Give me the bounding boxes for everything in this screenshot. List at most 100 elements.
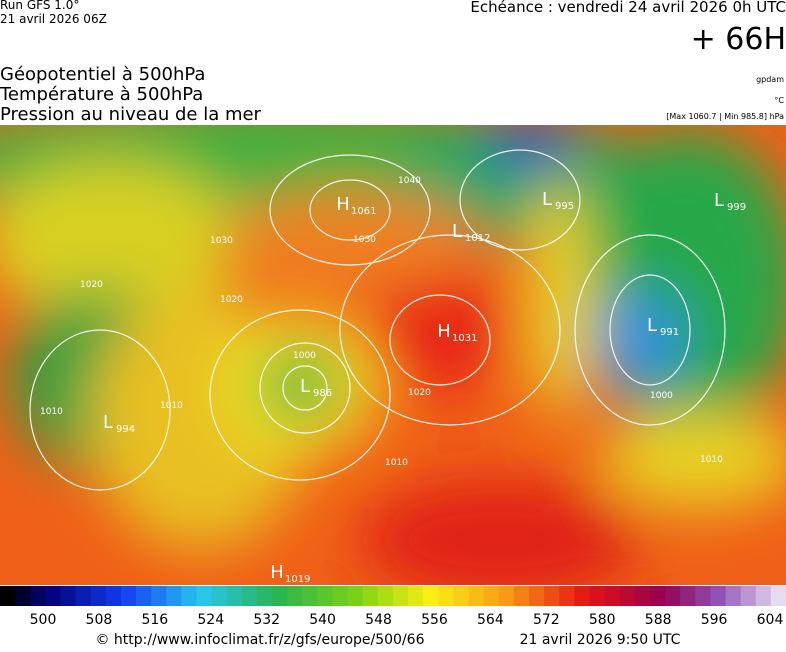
colorbar-swatch — [529, 586, 545, 606]
colorbar-swatch — [45, 586, 61, 606]
field-title: Géopotentiel à 500hPa — [0, 64, 205, 85]
colorbar-swatch — [317, 586, 334, 606]
colorbar-swatch — [196, 586, 213, 606]
colorbar-label: 564 — [477, 612, 504, 628]
isobar-label: 1010 — [385, 458, 408, 468]
center-letter: L — [542, 189, 552, 210]
colorbar-swatch — [574, 586, 590, 606]
colorbar-label: 596 — [701, 612, 728, 628]
colorbar-swatch — [166, 586, 182, 606]
isobar-label: 1030 — [353, 235, 376, 245]
center-letter: L — [714, 190, 724, 211]
isobar-label: 1020 — [220, 295, 243, 305]
colorbar-swatch — [755, 586, 772, 606]
colorbar-swatch — [75, 586, 92, 606]
colorbar-swatch — [120, 586, 137, 606]
colorbar-label: 540 — [309, 612, 336, 628]
map — [0, 125, 786, 585]
colorbar-swatch — [408, 586, 424, 606]
colorbar-swatch — [649, 586, 666, 606]
colorbar-label: 604 — [757, 612, 784, 628]
isobar-label: 1010 — [160, 401, 183, 411]
colorbar-label: 516 — [141, 612, 168, 628]
colorbar-swatch — [453, 586, 470, 606]
colorbar-swatch — [770, 586, 786, 606]
colorbar-swatch — [619, 586, 636, 606]
colorbar-swatch — [393, 586, 409, 606]
center-letter: L — [647, 315, 657, 336]
colorbar-swatch — [634, 586, 651, 606]
isobar-label: 1010 — [40, 407, 63, 417]
center-value: 986 — [313, 388, 332, 399]
colorbar-swatch — [695, 586, 711, 606]
lead-time: + 66H — [691, 22, 786, 57]
colorbar-swatch — [740, 586, 757, 606]
colorbar-swatch — [498, 586, 515, 606]
colorbar-swatch — [544, 586, 560, 606]
colorbar-swatch — [665, 586, 681, 606]
colorbar-swatch — [60, 586, 77, 606]
colorbar-swatch — [151, 586, 167, 606]
center-letter: H — [270, 562, 284, 583]
colorbar-swatch — [30, 586, 46, 606]
field-title: Température à 500hPa — [0, 84, 203, 105]
unit-label: °C — [774, 96, 784, 105]
colorbar-swatch — [226, 586, 243, 606]
colorbar-swatch — [90, 586, 107, 606]
field-title: Pression au niveau de la mer — [0, 104, 262, 125]
center-value: 1031 — [452, 333, 477, 344]
footer-date: 21 avril 2026 9:50 UTC — [520, 632, 681, 648]
colorbar-label: 580 — [589, 612, 616, 628]
colorbar-label: 556 — [421, 612, 448, 628]
unit-label: gpdam — [756, 75, 784, 84]
center-letter: L — [103, 412, 113, 433]
colorbar-swatch — [725, 586, 742, 606]
center-value: 995 — [555, 201, 574, 212]
colorbar-label: 548 — [365, 612, 392, 628]
run-label: Run GFS 1.0° — [0, 0, 79, 12]
colorbar-label: 532 — [253, 612, 280, 628]
isobar-label: 1000 — [293, 351, 316, 361]
colorbar-label: 572 — [533, 612, 560, 628]
center-value: 1019 — [285, 574, 310, 585]
colorbar-swatch — [181, 586, 197, 606]
colorbar-label: 500 — [30, 612, 57, 628]
colorbar-swatch — [15, 586, 31, 606]
colorbar-swatch — [377, 586, 394, 606]
isobar-label: 1010 — [700, 455, 723, 465]
colorbar-swatch — [468, 586, 485, 606]
colorbar-swatch — [680, 586, 696, 606]
colorbar-swatch — [710, 586, 727, 606]
colorbar-swatch — [272, 586, 288, 606]
center-value: 1012 — [465, 233, 490, 244]
colorbar-swatch — [302, 586, 318, 606]
center-value: 999 — [727, 202, 746, 213]
colorbar-swatch — [347, 586, 364, 606]
colorbar-swatch — [559, 586, 575, 606]
unit-label: [Max 1060.7 | Min 985.8] hPa — [666, 112, 784, 121]
center-letter: H — [336, 194, 350, 215]
isobar-label: 1040 — [398, 176, 421, 186]
colorbar-label: 524 — [197, 612, 224, 628]
colorbar-swatch — [483, 586, 500, 606]
colorbar-swatch — [136, 586, 152, 606]
footer-url: © http://www.infoclimat.fr/z/gfs/europe/… — [95, 632, 424, 648]
colorbar-swatch — [332, 586, 349, 606]
center-value: 1061 — [351, 206, 376, 217]
colorbar-swatch — [256, 586, 273, 606]
colorbar-swatch — [362, 586, 379, 606]
center-letter: L — [452, 221, 462, 242]
forecast-time: Echéance : vendredi 24 avril 2026 0h UTC — [470, 0, 786, 16]
colorbar-swatch — [105, 586, 122, 606]
isobar-label: 1000 — [650, 391, 673, 401]
colorbar-swatch — [241, 586, 258, 606]
isobar-label: 1020 — [408, 388, 431, 398]
colorbar-swatch — [211, 586, 228, 606]
colorbar-swatch — [513, 586, 530, 606]
isobar-label: 1030 — [210, 236, 233, 246]
colorbar-label: 588 — [645, 612, 672, 628]
run-date: 21 avril 2026 06Z — [0, 12, 107, 26]
colorbar-swatch — [287, 586, 303, 606]
colorbar-swatch — [0, 586, 16, 606]
